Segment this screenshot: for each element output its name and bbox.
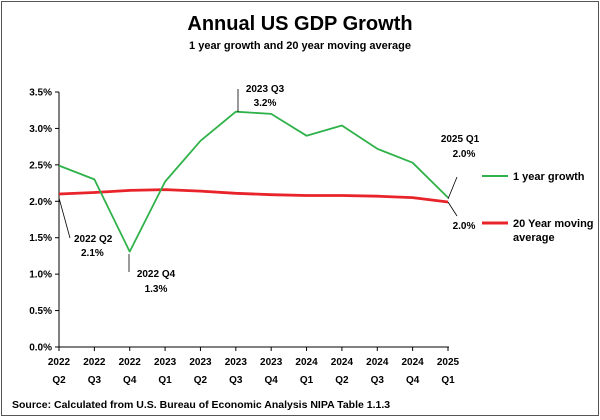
y-tick-label: 0.5% [29,306,52,317]
callout-leader-avg [447,201,458,217]
legend-label-20yr-line1: 20 Year moving [513,218,594,230]
x-tick-label-quarter: Q3 [229,375,243,386]
x-tick-label-year: 2023 [225,357,248,368]
x-tick-label-year: 2023 [154,357,177,368]
y-tick-label: 2.5% [29,160,52,171]
callout-2022q2-line1: 2022 Q2 [74,234,113,245]
x-tick-label-quarter: Q1 [300,375,314,386]
source-note: Source: Calculated from U.S. Bureau of E… [12,399,390,411]
legend-label-20yr-line2: average [513,232,555,244]
gdp-growth-chart: Annual US GDP Growth 1 year growth and 2… [12,13,594,411]
chart-title: Annual US GDP Growth [187,13,412,35]
x-tick-label-year: 2024 [366,357,389,368]
series-group [58,110,449,253]
x-tick-label-year: 2025 [437,357,460,368]
x-tick-label-quarter: Q1 [158,375,172,386]
series-line-1yr-growth [58,110,449,253]
x-tick-label-quarter: Q2 [335,375,349,386]
x-tick-label-year: 2024 [402,357,425,368]
x-tick-label-quarter: Q2 [52,375,66,386]
series-line-20yr-average [58,188,449,204]
y-axis-ticks: 0.0% 0.5% 1.0% 1.5% 2.0% 2.5% 3.0% 3.5% [29,88,59,354]
x-tick-label-quarter: Q3 [371,375,385,386]
x-tick-label-quarter: Q1 [441,375,455,386]
x-tick-label-quarter: Q4 [406,375,420,386]
y-tick-label: 1.5% [29,233,52,244]
chart-subtitle: 1 year growth and 20 year moving average [189,40,411,52]
x-tick-label-year: 2023 [260,357,283,368]
callout-2022q4-line2: 1.3% [145,284,168,295]
callout-2023q3-line1: 2023 Q3 [246,84,285,95]
callout-2025q1-line2: 2.0% [453,149,476,160]
x-tick-label-year: 2022 [119,357,142,368]
y-tick-label: 3.0% [29,124,52,135]
callout-2022q2-line2: 2.1% [81,248,104,259]
x-tick-label-quarter: Q2 [194,375,208,386]
callout-leader-2025q1 [447,176,458,200]
x-tick-label-quarter: Q4 [123,375,137,386]
x-tick-label-year: 2022 [48,357,71,368]
x-tick-label-quarter: Q3 [88,375,102,386]
x-tick-label-quarter: Q4 [265,375,279,386]
x-tick-label-year: 2023 [189,357,212,368]
callout-2025q1-line1: 2025 Q1 [441,134,480,145]
callout-2022q4-line1: 2022 Q4 [137,269,176,280]
x-axis-ticks: 2022 Q2 2022 Q3 2022 Q4 2023 Q1 2023 Q2 2023 Q3 2023… [48,347,460,386]
y-tick-label: 1.0% [29,270,52,281]
y-tick-label: 0.0% [29,343,52,354]
y-tick-label: 2.0% [29,197,52,208]
y-tick-label: 3.5% [29,88,52,99]
legend-label-1yr: 1 year growth [513,171,585,183]
x-tick-label-year: 2024 [295,357,318,368]
x-tick-label-year: 2024 [331,357,354,368]
callout-avg-2025q1: 2.0% [453,221,476,232]
x-tick-label-year: 2022 [83,357,106,368]
callout-leader-2022q2 [58,197,71,239]
callout-2023q3-line2: 3.2% [254,98,277,109]
